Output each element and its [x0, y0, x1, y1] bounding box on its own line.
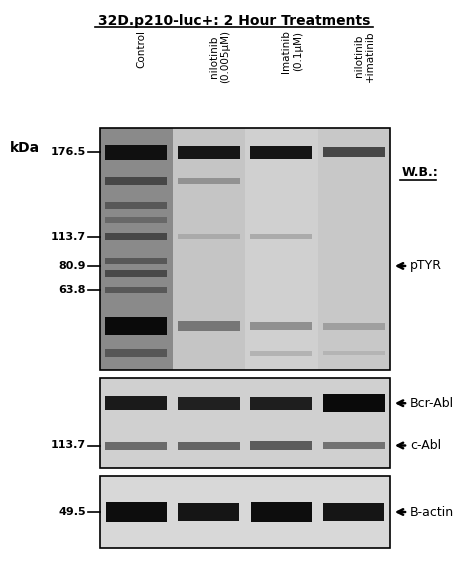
- Bar: [177, 178, 240, 184]
- Bar: [100, 128, 390, 370]
- Text: 113.7: 113.7: [51, 441, 86, 450]
- Text: Bcr-Abl: Bcr-Abl: [410, 397, 454, 410]
- Bar: [250, 397, 313, 410]
- Text: nilotinib
+imatinib: nilotinib +imatinib: [354, 30, 375, 81]
- Bar: [100, 378, 390, 468]
- Bar: [105, 217, 168, 223]
- Bar: [100, 476, 390, 548]
- Bar: [322, 323, 385, 330]
- Bar: [105, 396, 168, 410]
- Text: W.B.:: W.B.:: [402, 165, 439, 179]
- Bar: [105, 177, 168, 185]
- Bar: [250, 146, 313, 159]
- Bar: [250, 323, 313, 331]
- Text: Control: Control: [136, 30, 146, 68]
- Bar: [177, 321, 240, 331]
- Bar: [105, 349, 168, 357]
- Bar: [250, 351, 313, 355]
- Bar: [317, 128, 390, 370]
- Bar: [106, 502, 167, 522]
- Bar: [177, 234, 240, 240]
- Bar: [100, 128, 173, 370]
- Bar: [105, 233, 168, 240]
- Bar: [322, 351, 385, 355]
- Bar: [177, 441, 240, 449]
- Text: pTYR: pTYR: [410, 259, 442, 272]
- Text: nilotinib
(0.005μM): nilotinib (0.005μM): [209, 30, 230, 83]
- Text: 63.8: 63.8: [58, 285, 86, 295]
- Text: 80.9: 80.9: [58, 261, 86, 271]
- Bar: [322, 394, 385, 412]
- Bar: [245, 128, 317, 370]
- Bar: [250, 441, 313, 450]
- Bar: [173, 128, 245, 370]
- Text: 176.5: 176.5: [51, 147, 86, 157]
- Bar: [250, 234, 313, 240]
- Bar: [105, 441, 168, 449]
- Bar: [105, 258, 168, 264]
- Bar: [322, 442, 385, 449]
- Bar: [105, 287, 168, 293]
- Text: Imatinib
(0.1μM): Imatinib (0.1μM): [281, 30, 303, 73]
- Text: 113.7: 113.7: [51, 232, 86, 242]
- Bar: [178, 503, 239, 521]
- Bar: [100, 378, 390, 468]
- Bar: [251, 502, 312, 522]
- Bar: [323, 503, 384, 521]
- Text: c-Abl: c-Abl: [410, 439, 441, 452]
- Bar: [105, 270, 168, 276]
- Text: B-actin: B-actin: [410, 506, 454, 518]
- Bar: [105, 145, 168, 160]
- Bar: [105, 202, 168, 209]
- Bar: [322, 147, 385, 157]
- Text: 32D.p210-luc+: 2 Hour Treatments: 32D.p210-luc+: 2 Hour Treatments: [98, 14, 370, 28]
- Text: 49.5: 49.5: [58, 507, 86, 517]
- Bar: [100, 476, 390, 548]
- Bar: [105, 317, 168, 335]
- Bar: [177, 146, 240, 159]
- Text: kDa: kDa: [10, 141, 40, 155]
- Bar: [177, 397, 240, 410]
